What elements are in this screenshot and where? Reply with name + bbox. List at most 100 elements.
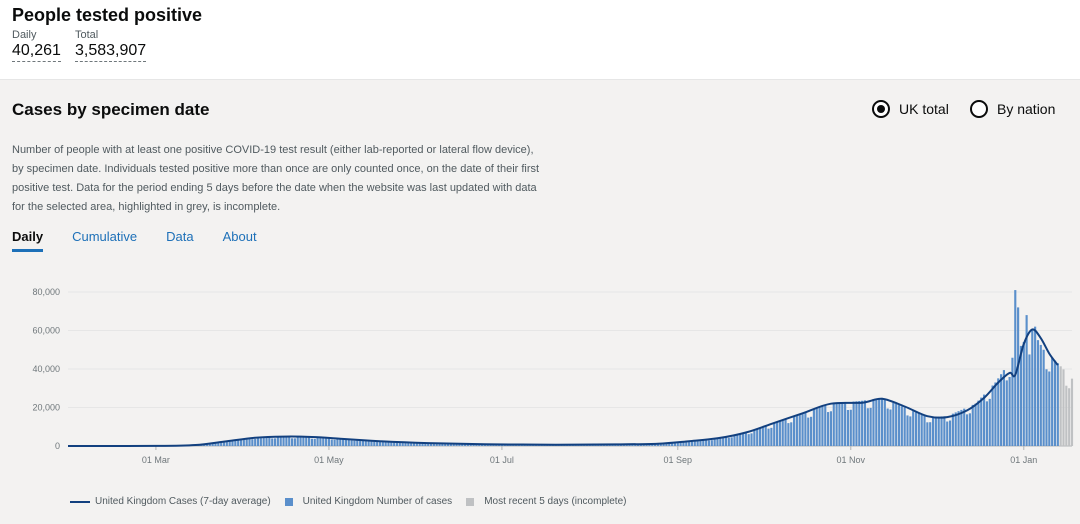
bar [432, 443, 435, 446]
bar [676, 442, 679, 446]
bar [217, 441, 220, 446]
bar [1002, 370, 1005, 446]
bar [861, 400, 864, 446]
y-axis-ticks: 0 20,000 40,000 60,000 80,000 [32, 287, 60, 451]
radio-by-nation[interactable]: By nation [970, 99, 1055, 119]
bar [866, 408, 869, 446]
bar [909, 416, 912, 446]
bar [801, 413, 804, 446]
bar [418, 442, 421, 446]
bar [971, 404, 974, 446]
bar [832, 403, 835, 446]
bar [781, 420, 784, 446]
bar [679, 441, 682, 446]
bar [327, 438, 330, 446]
bar [824, 405, 827, 446]
bar [844, 402, 847, 446]
bar [736, 434, 739, 446]
bar [376, 440, 379, 446]
bar [381, 441, 384, 446]
bar [741, 433, 745, 446]
bar [849, 409, 852, 446]
bar [339, 438, 342, 446]
bar [350, 440, 353, 446]
bar [1056, 363, 1059, 446]
bar [750, 433, 753, 446]
bar [702, 439, 705, 446]
bar [271, 438, 274, 446]
bar [713, 438, 716, 446]
legend-incomplete-swatch [466, 497, 475, 506]
total-value[interactable]: 3,583,907 [75, 41, 147, 62]
bar [245, 438, 248, 446]
bar [758, 427, 762, 446]
bar [923, 415, 926, 446]
bar [724, 436, 728, 446]
bar [222, 441, 226, 446]
bar [313, 438, 316, 446]
bar [841, 402, 844, 446]
bar [347, 439, 350, 446]
bar [214, 442, 217, 446]
bar [288, 436, 291, 446]
tab-about[interactable]: About [222, 229, 257, 244]
bar [438, 443, 441, 446]
bar [761, 426, 764, 446]
y-tick-label: 20,000 [32, 403, 60, 413]
bar [469, 444, 472, 446]
bar [957, 411, 960, 446]
bar [310, 438, 313, 446]
bar [1053, 360, 1057, 446]
bar [946, 421, 949, 446]
radio-selected-icon [872, 100, 890, 118]
total-label: Total [75, 29, 99, 41]
bar [452, 444, 455, 446]
bar [415, 442, 418, 446]
bar [293, 438, 296, 446]
legend-label-average: United Kingdom Cases (7-day average) [95, 496, 271, 507]
bar [1045, 369, 1048, 446]
bar [963, 408, 966, 446]
bar [960, 409, 963, 446]
bar [387, 441, 390, 446]
bar [370, 441, 373, 446]
bar [359, 439, 362, 446]
headline-title: People tested positive [12, 5, 203, 25]
chart-legend: United Kingdom Cases (7-day average) Uni… [70, 496, 640, 507]
daily-value[interactable]: 40,261 [12, 41, 61, 62]
bar [421, 442, 424, 446]
bar [262, 437, 265, 446]
bar [943, 416, 946, 446]
bar [248, 438, 251, 446]
card-description: Number of people with at least one posit… [12, 144, 540, 213]
bar [855, 401, 858, 446]
bar [997, 378, 1000, 446]
legend-item-average: United Kingdom Cases (7-day average) [70, 496, 271, 507]
bar [730, 437, 733, 446]
bar [1008, 377, 1011, 446]
bar [934, 416, 937, 446]
card-title: Cases by specimen date [12, 100, 210, 119]
bar [719, 437, 722, 446]
bar [903, 407, 906, 446]
bar [648, 444, 651, 446]
bar [778, 420, 781, 446]
bar [926, 422, 929, 446]
tab-data[interactable]: Data [166, 229, 194, 244]
radio-uk-total[interactable]: UK total [872, 99, 949, 119]
bar [296, 436, 299, 446]
legend-line-swatch [70, 500, 90, 503]
tab-daily[interactable]: Daily [12, 229, 44, 252]
bar [940, 416, 943, 446]
bar [220, 441, 223, 446]
tab-cumulative[interactable]: Cumulative [72, 229, 138, 244]
bar [1000, 374, 1003, 446]
y-tick-label: 60,000 [32, 326, 60, 336]
bar [980, 397, 983, 446]
bar [951, 413, 954, 446]
bar [1019, 345, 1023, 446]
x-tick-label: 01 May [314, 455, 344, 465]
bar [242, 438, 245, 446]
bar [1059, 366, 1062, 446]
bar [983, 394, 986, 446]
